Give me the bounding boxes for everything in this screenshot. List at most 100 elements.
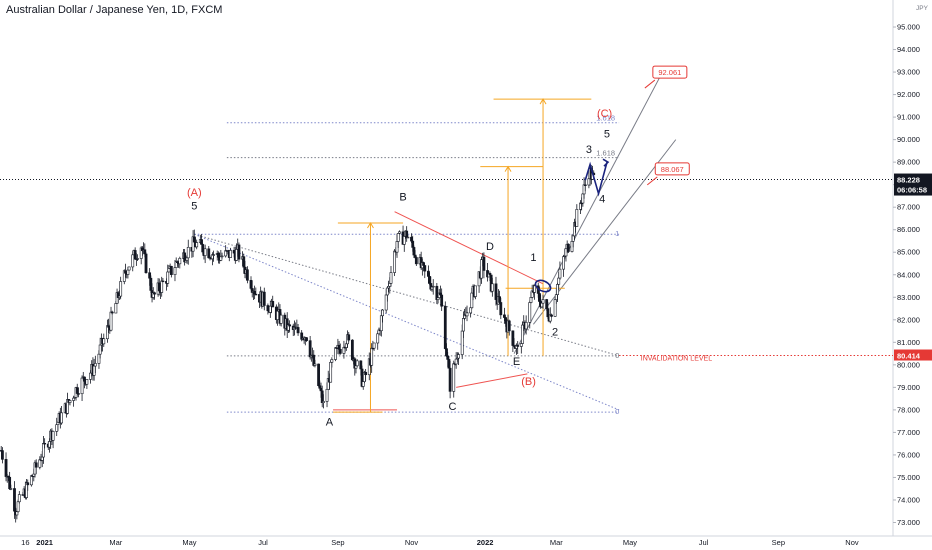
candle-body	[136, 258, 139, 260]
candle-body	[166, 271, 170, 284]
x-tick-label: May	[623, 538, 637, 547]
candle-body	[389, 272, 393, 284]
candle-body	[564, 248, 568, 257]
candle-body	[242, 256, 246, 268]
candle-body	[98, 344, 102, 355]
candle-body	[538, 293, 541, 302]
candle-body	[452, 363, 456, 392]
candle-body	[381, 309, 384, 317]
candle-body	[42, 442, 45, 458]
wave-label: 5	[604, 128, 610, 140]
candle-body	[354, 365, 358, 369]
candle-body	[268, 305, 272, 313]
candle-body	[384, 294, 388, 311]
candle-body	[276, 310, 279, 320]
x-tick-label: 2021	[36, 538, 53, 547]
candle-body	[423, 265, 427, 272]
wave-label: B	[399, 191, 406, 203]
candle-body	[26, 482, 30, 486]
target-pointer	[644, 79, 656, 89]
candle-body	[15, 511, 19, 516]
candle-body	[235, 249, 238, 261]
candle-body	[56, 422, 60, 425]
candle-body	[528, 302, 532, 323]
target-label: 92.061	[658, 68, 681, 77]
candle-body	[279, 314, 283, 324]
candle-body	[361, 381, 365, 387]
candle-body	[203, 248, 207, 256]
candle-body	[13, 488, 16, 512]
x-tick-label: 2022	[477, 538, 494, 547]
candle-body	[85, 379, 89, 385]
chart-annotation: INVALIDATION LEVEL	[641, 355, 712, 362]
y-tick-label: 87.000	[897, 203, 920, 212]
y-tick-label: 90.000	[897, 135, 920, 144]
candle-body	[338, 349, 342, 354]
candle-body	[410, 236, 413, 242]
candle-body	[320, 390, 324, 403]
candle-body	[60, 412, 63, 424]
candle-body	[271, 301, 275, 308]
wave-label: 1	[530, 252, 536, 264]
trendline	[456, 373, 528, 388]
candle-body	[114, 303, 118, 314]
candle-body	[207, 248, 211, 259]
wave-label: A	[326, 417, 334, 429]
candle-body	[385, 287, 389, 296]
y-tick-label: 86.000	[897, 225, 920, 234]
candle-body	[426, 270, 430, 277]
candle-body	[443, 305, 447, 349]
wave-label: 2	[552, 327, 558, 339]
candle-body	[16, 501, 20, 512]
candle-body	[288, 324, 292, 327]
candle-body	[48, 441, 51, 448]
candle-body	[167, 268, 171, 273]
candle-body	[106, 325, 109, 340]
candle-body	[359, 360, 363, 370]
candle-body	[192, 236, 196, 243]
candle-body	[545, 299, 549, 309]
candle-body	[347, 334, 351, 341]
candle-body	[249, 279, 253, 289]
candle-body	[550, 314, 553, 317]
candle-body	[524, 322, 528, 330]
candle-body	[126, 269, 130, 275]
current-price-badge-bg	[894, 173, 932, 196]
candle-body	[43, 442, 47, 445]
candle-body	[583, 184, 587, 186]
candle-body	[448, 367, 452, 392]
candle-body	[379, 315, 383, 332]
wave-label: C	[449, 401, 457, 413]
candle-body	[372, 342, 376, 349]
candle-body	[254, 293, 258, 296]
candle-body	[110, 311, 114, 314]
candle-body	[556, 284, 559, 295]
candle-body	[566, 243, 570, 252]
fib-level-label: 0	[615, 351, 619, 360]
candle-body	[133, 250, 137, 260]
candle-body	[395, 241, 399, 253]
candle-body	[325, 388, 329, 402]
candle-body	[186, 246, 190, 259]
candle-body	[305, 337, 308, 341]
candle-body	[334, 347, 337, 360]
candle-body	[127, 266, 131, 271]
candle-body	[398, 231, 401, 234]
candle-body	[109, 311, 113, 331]
candle-body	[178, 258, 182, 265]
wave-label: E	[513, 356, 520, 368]
candle-body	[229, 250, 232, 258]
candle-body	[571, 235, 575, 242]
fib-level-label: 1	[615, 229, 619, 238]
candle-body	[436, 297, 440, 300]
candle-body	[469, 307, 473, 314]
candle-body	[329, 361, 333, 383]
candle-body	[34, 462, 38, 468]
candle-body	[376, 333, 380, 344]
candle-body	[482, 256, 486, 271]
candle-body	[498, 296, 501, 303]
candle-body	[75, 387, 79, 394]
candle-body	[119, 281, 123, 297]
candle-body	[519, 343, 523, 347]
